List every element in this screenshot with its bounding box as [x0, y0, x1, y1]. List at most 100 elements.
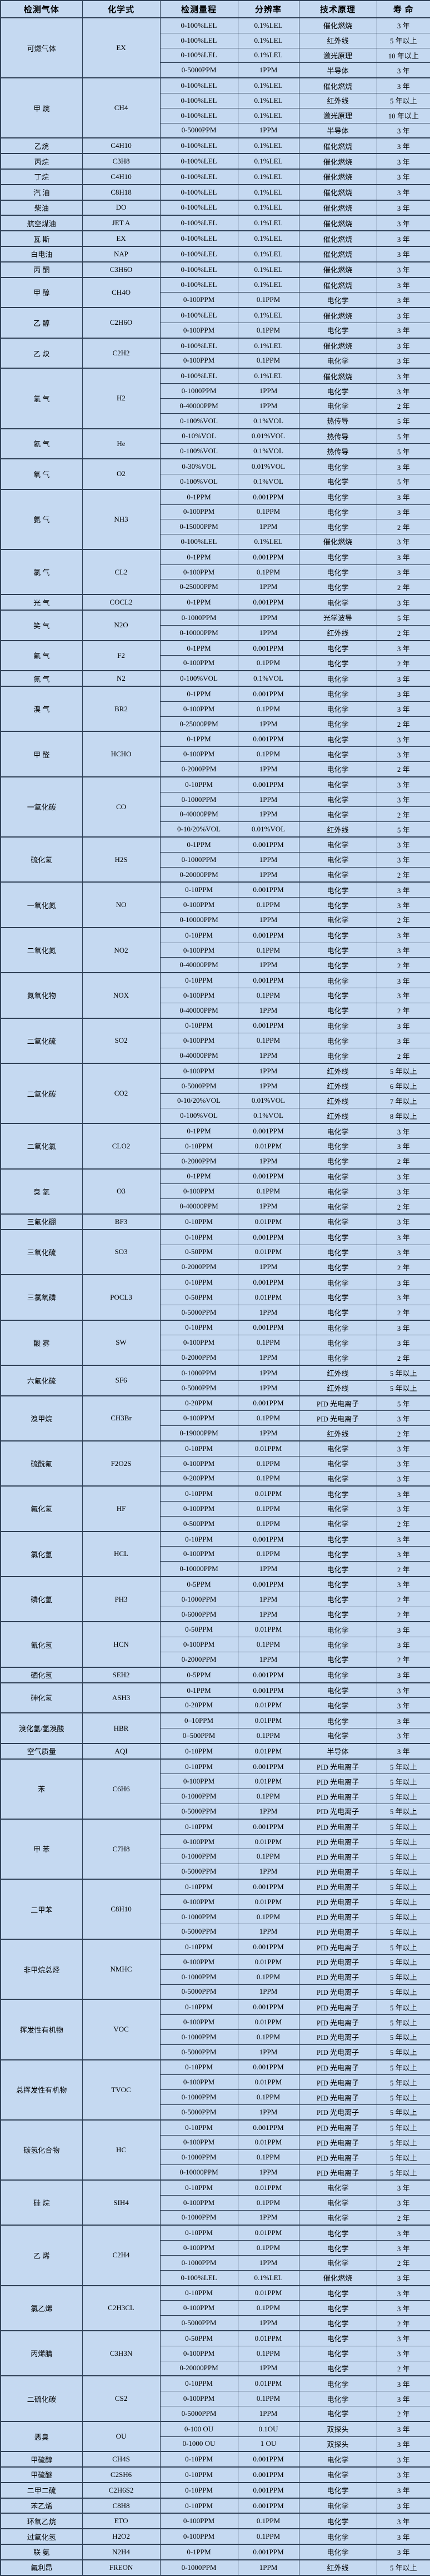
table-row: 0-100PPM 0.1PPM 电化学 3 年 — [1, 1546, 430, 1562]
resolution-cell: 0.1%LEL — [237, 215, 299, 231]
resolution-cell: 0.1%VOL — [237, 1108, 299, 1124]
gas-name-cell: 氢 气 — [0, 368, 83, 429]
gas-name-cell: 二甲苯 — [0, 1879, 83, 1940]
principle-cell: 电化学 — [298, 473, 377, 490]
formula-cell: C2H2 — [82, 337, 161, 369]
table-row: 二氧化氮 NO2 0-10PPM 0.001PPM 电化学 3 年 — [0, 927, 430, 973]
table-row: 0-100%VOL 0.1%VOL 热传导 5 年 — [1, 443, 430, 459]
formula-cell: SO2 — [82, 1017, 161, 1064]
formula-cell: HC — [82, 2119, 161, 2181]
lifespan-cell: 3 年 — [376, 1682, 430, 1698]
lifespan-cell: 3 年 — [376, 927, 430, 943]
lifespan-cell: 2 年 — [376, 625, 430, 641]
table-row: 0-100PPM 0.1PPM 电化学 3 年 — [1, 564, 430, 580]
table-row: 0-100%LEL 0.1%LEL 催化燃烧 3 年 — [1, 2270, 430, 2286]
range-cell: 0-10PPM — [159, 1017, 238, 1034]
resolution-cell: 1PPM — [237, 579, 299, 595]
principle-cell: 电化学 — [298, 1168, 377, 1185]
range-cell: 0-100%LEL — [159, 261, 238, 278]
resolution-cell: 0.01PPM — [237, 1774, 299, 1790]
principle-cell: 红外线 — [298, 625, 377, 641]
resolution-cell: 0.1PPM — [237, 2089, 299, 2105]
formula-cell: C4H10 — [82, 168, 161, 185]
range-cell: 0-100%VOL — [159, 670, 238, 687]
resolution-cell: 0.1%LEL — [237, 2270, 299, 2286]
gas-name-cell: 苯 — [0, 1758, 83, 1820]
principle-cell: PID 光电离子 — [298, 2119, 377, 2136]
resolution-cell: 1PPM — [237, 912, 299, 928]
table-row: 三氧化硫 SO3 0-10PPM 0.001PPM 电化学 3 年 — [0, 1228, 430, 1275]
table-row: 0-1000PPM 1PPM 电化学 2 年 — [1, 2255, 430, 2271]
gas-name-cell: 氯乙烯 — [0, 2285, 83, 2331]
formula-cell: NO — [82, 881, 161, 928]
resolution-cell: 0.01PPM — [237, 1712, 299, 1729]
range-cell: 0-100PPM — [159, 655, 238, 671]
gas-name-cell: 可燃气体 — [0, 17, 83, 78]
range-cell: 0-100PPM — [159, 2014, 238, 2030]
table-row: 0-100PPM 0.1PPM 电化学 2 年 — [1, 655, 430, 671]
principle-cell: 双探头 — [298, 2436, 377, 2452]
range-cell: 0-100PPM — [159, 1455, 238, 1472]
range-cell: 0-100%VOL — [159, 413, 238, 429]
formula-cell: SW — [82, 1319, 161, 1366]
lifespan-cell: 3 年 — [376, 2270, 430, 2286]
lifespan-cell: 5 年 — [376, 473, 430, 490]
range-cell: 0-5000PPM — [159, 2104, 238, 2121]
formula-cell: CL2 — [82, 548, 161, 595]
resolution-cell: 0.1%LEL — [237, 199, 299, 216]
principle-cell: 电化学 — [298, 2405, 377, 2422]
table-row: 0-5000PPM 1PPM PID 光电离子 5 年以上 — [1, 1984, 430, 2000]
range-cell: 0-100%LEL — [159, 137, 238, 154]
principle-cell: 电化学 — [298, 836, 377, 853]
principle-cell: 电化学 — [298, 776, 377, 792]
resolution-cell: 0.1%LEL — [237, 261, 299, 278]
table-row: 0-100PPM 0.1PPM 电化学 3 年 — [1, 2194, 430, 2211]
resolution-cell: 0.01PPM — [237, 1834, 299, 1850]
gas-name-cell: 甲硫醇 — [0, 2451, 83, 2468]
resolution-cell: 0.1%LEL — [237, 368, 299, 384]
principle-cell: 红外线 — [298, 821, 377, 838]
gas-name-cell: 二氧化硫 — [0, 1017, 83, 1064]
principle-cell: 电化学 — [298, 1576, 377, 1592]
table-row: 非甲烷总烃 NMHC 0-10PPM 0.001PPM PID 光电离子 5 年以上 — [0, 1939, 430, 2000]
table-row: 二甲苯 C8H10 0-10PPM 0.001PPM PID 光电离子 5 年以上 — [0, 1879, 430, 1940]
gas-name-cell: 航空煤油 — [0, 215, 83, 231]
lifespan-cell: 3 年 — [376, 2300, 430, 2316]
table-row: 过氧化氢 H2O2 0-100PPM 0.1PPM 电化学 3 年 — [0, 2528, 430, 2545]
resolution-cell: 1PPM — [237, 2255, 299, 2271]
lifespan-cell: 3 年 — [376, 640, 430, 656]
table-row: 氯 气 CL2 0-1PPM 0.001PPM 电化学 3 年 — [0, 548, 430, 595]
lifespan-cell: 2 年 — [376, 1425, 430, 1441]
resolution-cell: 0.1%LEL — [237, 17, 299, 33]
resolution-cell: 0.001PPM — [237, 488, 299, 505]
lifespan-cell: 5 年以上 — [376, 1924, 430, 1940]
lifespan-cell: 5 年以上 — [376, 1364, 430, 1381]
lifespan-cell: 3 年 — [376, 383, 430, 399]
lifespan-cell: 3 年 — [376, 1123, 430, 1139]
resolution-cell: 1PPM — [237, 716, 299, 732]
lifespan-cell: 3 年 — [376, 2194, 430, 2211]
lifespan-cell: 3 年 — [376, 1440, 430, 1457]
lifespan-cell: 3 年 — [376, 2528, 430, 2545]
table-row: 甲硫醚 C2SH6 0-10PPM 0.001PPM 电化学 3 年 — [0, 2466, 430, 2483]
table-row: 硅 烷 SIH4 0-10PPM 0.01PPM 电化学 3 年 — [0, 2179, 430, 2226]
principle-cell: 电化学 — [298, 2528, 377, 2545]
lifespan-cell: 3 年 — [376, 1289, 430, 1305]
table-row: 汽 油 C8H18 0-100%LEL 0.1%LEL 催化燃烧 3 年 — [0, 184, 430, 201]
table-row: 0–500PPM 0.1PPM 电化学 3 年 — [1, 1728, 430, 1744]
gas-name-cell: 溴 气 — [0, 686, 83, 732]
range-cell: 0-100PPM — [159, 746, 238, 762]
range-cell: 0-100%LEL — [159, 92, 238, 108]
resolution-cell: 0.001PPM — [237, 2544, 299, 2560]
lifespan-cell: 5 年以上 — [376, 1380, 430, 1396]
resolution-cell: 0.01PPM — [237, 2074, 299, 2090]
formula-cell: C3H3N — [82, 2330, 161, 2376]
table-row: 0-100PPM 0.1PPM 电化学 3 年 — [1, 1335, 430, 1351]
range-cell: 0-500PPM — [159, 1515, 238, 1532]
range-cell: 0-5000PPM — [159, 1304, 238, 1321]
range-cell: 0-1PPM — [159, 1682, 238, 1698]
lifespan-cell: 3 年 — [376, 1244, 430, 1260]
resolution-cell: 1PPM — [237, 1048, 299, 1064]
lifespan-cell: 3 年 — [376, 701, 430, 717]
resolution-cell: 1PPM — [237, 1062, 299, 1079]
